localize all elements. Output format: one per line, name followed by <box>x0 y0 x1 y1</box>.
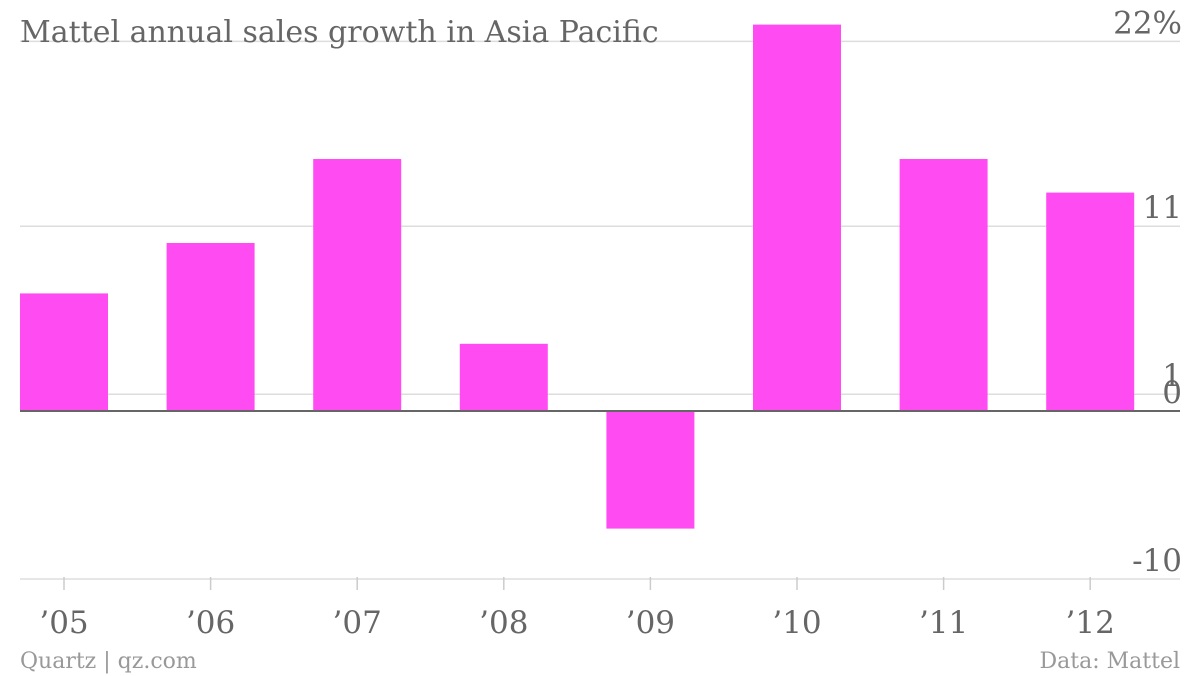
x-tick-label: ’08 <box>479 605 528 641</box>
bar <box>1046 192 1135 411</box>
source-credit: Quartz | qz.com <box>20 649 197 674</box>
x-tick-label: ’10 <box>772 605 821 641</box>
x-tick-label: ’07 <box>333 605 382 641</box>
bar <box>753 24 841 411</box>
chart-title: Mattel annual sales growth in Asia Pacif… <box>20 15 659 50</box>
bar <box>899 159 988 411</box>
data-source: Data: Mattel <box>1040 649 1181 674</box>
y-tick-label: 11 <box>1143 190 1182 226</box>
x-tick-label: ’06 <box>186 605 235 641</box>
y-tick-label: 22% <box>1113 5 1182 41</box>
bar <box>313 159 402 411</box>
x-axis-ticks: ’05 ’06 ’07 ’08 ’09 ’10 ’11 ’12 <box>39 577 1115 641</box>
bar <box>20 293 108 411</box>
bar <box>459 343 548 411</box>
x-tick-label: ’11 <box>919 605 968 641</box>
y-tick-label: -10 <box>1132 543 1182 579</box>
y-tick-label: 1 <box>1162 358 1182 394</box>
bar <box>166 243 255 411</box>
y-tick-label: 0 <box>1162 375 1182 411</box>
x-tick-label: ’09 <box>626 605 675 641</box>
x-tick-label: ’05 <box>39 605 88 641</box>
bar <box>606 411 695 529</box>
bars <box>20 24 1135 529</box>
x-tick-label: ’12 <box>1066 605 1115 641</box>
